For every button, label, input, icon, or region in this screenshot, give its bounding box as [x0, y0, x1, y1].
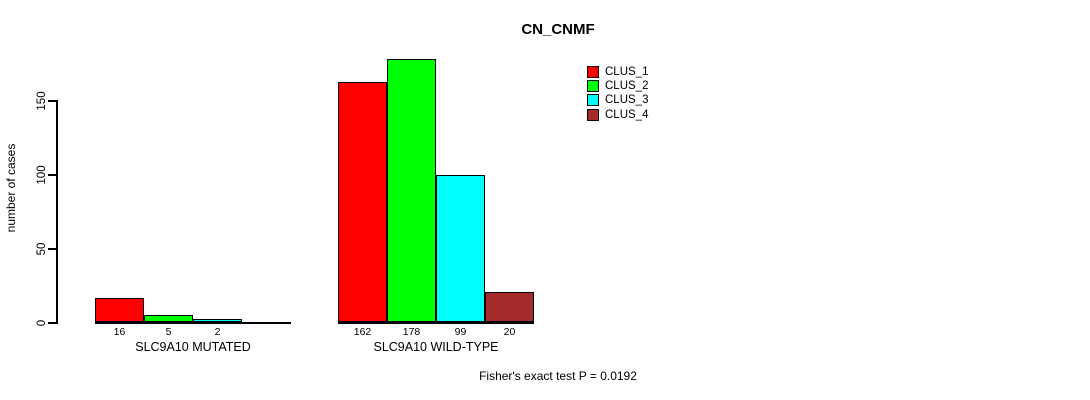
legend: CLUS_1 CLUS_2 CLUS_3 CLUS_4 [587, 65, 648, 122]
group-label: SLC9A10 WILD-TYPE [373, 340, 499, 354]
y-tick-label: 0 [36, 319, 48, 327]
y-tick-label: 150 [36, 91, 48, 111]
y-tick-mark [48, 174, 56, 176]
bar-clus_1-group2 [338, 82, 387, 322]
bar-value-label: 16 [113, 326, 126, 338]
legend-swatch-icon [587, 94, 599, 107]
y-tick-mark [48, 248, 56, 250]
bar-clus_1-group1 [95, 298, 144, 322]
y-tick-label: 100 [36, 165, 48, 185]
y-tick-mark [48, 322, 56, 324]
bar-value-label: 20 [503, 326, 516, 338]
annotation-text: Fisher's exact test P = 0.0192 [479, 369, 637, 383]
bar-value-label: 162 [353, 326, 372, 338]
bar-clus_2-group2 [387, 59, 436, 322]
bar-value-label: 99 [454, 326, 467, 338]
legend-entry-clus_2: CLUS_2 [587, 79, 649, 93]
chart-title: CN_CNMF [521, 21, 595, 38]
legend-label: CLUS_4 [605, 108, 649, 121]
legend-entry-clus_1: CLUS_1 [587, 65, 648, 78]
bar-clus_3-group2 [436, 175, 485, 322]
group-label: SLC9A10 MUTATED [135, 340, 251, 354]
y-axis-label: number of cases [4, 143, 18, 233]
bar-value-label: 2 [214, 326, 221, 338]
legend-label: CLUS_3 [605, 94, 649, 107]
bar-clus_4-group2 [485, 292, 534, 322]
y-tick-label: 50 [36, 242, 48, 256]
y-axis-line [56, 100, 58, 324]
group-baseline [338, 322, 534, 324]
legend-label: CLUS_1 [605, 65, 649, 78]
bar-clus_2-group1 [144, 315, 193, 322]
legend-swatch-icon [587, 108, 599, 121]
legend-entry-clus_3: CLUS_3 [587, 94, 648, 107]
y-tick-mark [48, 100, 56, 102]
legend-swatch-icon [587, 80, 599, 93]
legend-entry-clus_4: CLUS_4 [587, 108, 648, 121]
bar-value-label: 5 [165, 326, 172, 338]
bar-clus_3-group1 [193, 319, 242, 322]
group-baseline [95, 322, 291, 324]
legend-swatch-icon [587, 65, 599, 78]
legend-label: CLUS_2 [605, 80, 649, 93]
bar-value-label: 178 [402, 326, 421, 338]
